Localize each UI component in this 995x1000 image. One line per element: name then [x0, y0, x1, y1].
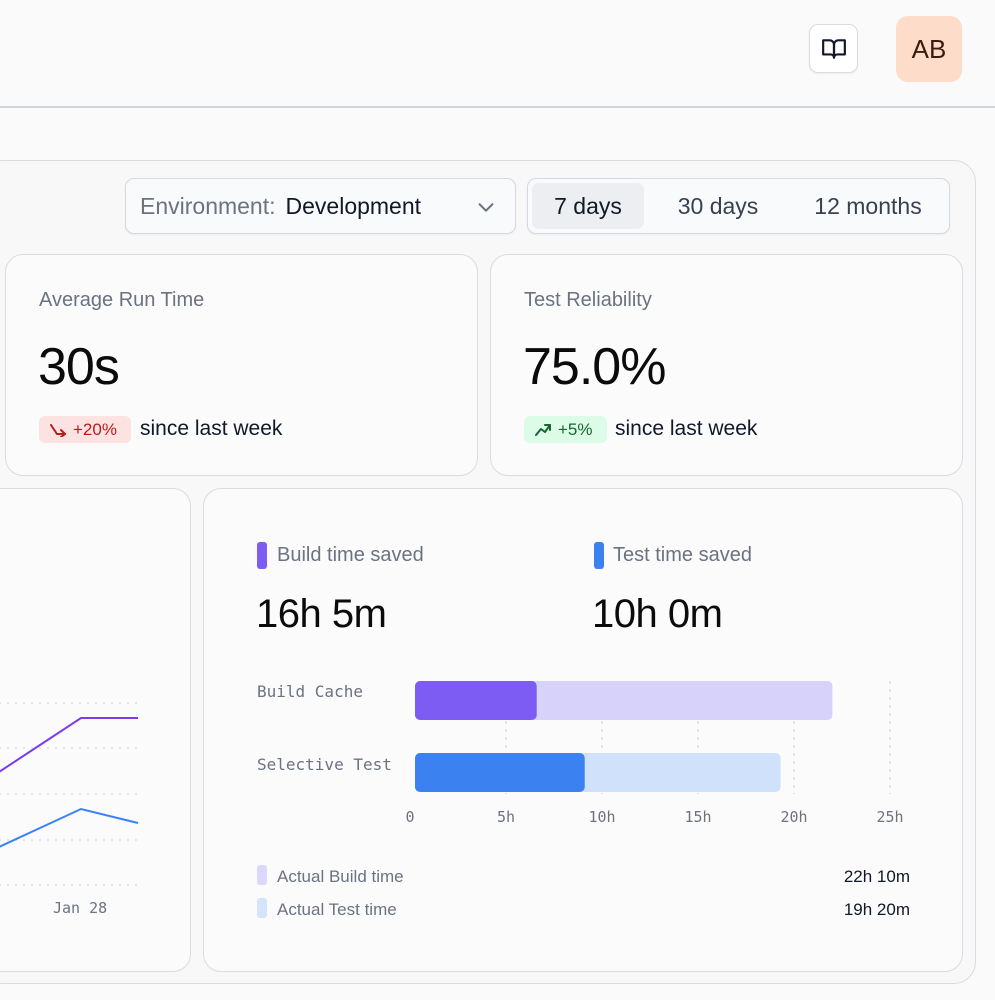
legend-swatch-build	[257, 865, 267, 885]
build-time-saved-title: Build time saved	[277, 544, 424, 566]
bar-saved-1	[415, 753, 585, 792]
top-bar: AB	[0, 0, 995, 108]
test-time-saved-title: Test time saved	[613, 544, 752, 566]
test-swatch	[594, 542, 604, 569]
trend-down-icon	[50, 423, 66, 437]
legend-actual-test-value: 19h 20m	[843, 900, 910, 919]
test-time-saved-value: 10h 0m	[592, 592, 723, 636]
trend-chart-card: Jan 28	[0, 488, 191, 972]
build-time-saved-value: 16h 5m	[256, 592, 387, 636]
range-7-days[interactable]: 7 days	[532, 183, 644, 229]
metric-card-average-run-time: Average Run Time 30s +20% since last wee…	[5, 254, 478, 476]
trend-chart	[0, 702, 141, 886]
series-line-blue	[0, 807, 139, 848]
legend-actual-build-time: Actual Build time	[277, 867, 404, 886]
x-tick-20h: 20h	[780, 808, 808, 826]
build-swatch	[257, 542, 267, 569]
metric-card-test-reliability: Test Reliability 75.0% +5% since last we…	[490, 254, 963, 476]
metric-value: 30s	[38, 338, 120, 396]
change-value: +5%	[558, 419, 593, 439]
x-tick-label: Jan 28	[53, 899, 108, 917]
since-text: since last week	[140, 417, 283, 440]
environment-value: Development	[285, 192, 422, 219]
legend-actual-build-value: 22h 10m	[843, 867, 910, 886]
chevron-down-icon	[478, 203, 494, 212]
user-avatar[interactable]: AB	[896, 16, 962, 82]
range-30-days[interactable]: 30 days	[677, 192, 759, 219]
x-tick-10h: 10h	[588, 808, 616, 826]
x-tick-0: 0	[405, 808, 415, 826]
environment-select[interactable]: Environment: Development	[125, 178, 516, 234]
bar-label-build-cache: Build Cache	[257, 682, 363, 701]
book-open-icon	[821, 38, 846, 59]
legend-actual-test-time: Actual Test time	[277, 900, 397, 919]
x-tick-5h: 5h	[496, 808, 516, 826]
bar-saved-0	[415, 681, 537, 720]
bar-label-selective-test: Selective Test	[257, 755, 392, 774]
since-text: since last week	[615, 417, 758, 440]
metric-label: Average Run Time	[39, 289, 205, 311]
legend-swatch-test	[257, 898, 267, 918]
trend-up-icon	[535, 423, 551, 436]
range-12-months[interactable]: 12 months	[814, 192, 922, 219]
environment-label: Environment:	[140, 192, 276, 219]
metric-value: 75.0%	[523, 338, 666, 396]
time-saved-bar-chart	[415, 681, 891, 794]
metric-label: Test Reliability	[524, 289, 652, 311]
change-badge: +5%	[524, 416, 607, 443]
time-saved-card: Build time saved 16h 5m Test time saved …	[203, 488, 963, 972]
change-badge: +20%	[39, 416, 131, 443]
series-line-purple	[0, 717, 138, 773]
change-value: +20%	[73, 419, 117, 439]
docs-button[interactable]	[809, 24, 858, 73]
x-tick-25h: 25h	[876, 808, 904, 826]
time-range-toggle: 7 days 30 days 12 months	[527, 178, 950, 234]
x-tick-15h: 15h	[684, 808, 712, 826]
